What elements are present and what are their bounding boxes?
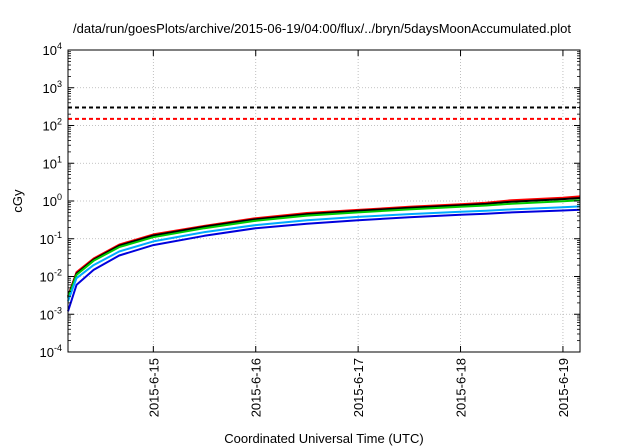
y-tick-label: 10-4	[40, 343, 62, 360]
y-tick-label: 100	[43, 192, 62, 209]
x-tick-label: 2015-6-16	[249, 358, 264, 417]
chart-title: /data/run/goesPlots/archive/2015-06-19/0…	[73, 21, 571, 36]
x-axis-label: Coordinated Universal Time (UTC)	[224, 431, 423, 446]
y-tick-label: 10-3	[40, 305, 62, 322]
y-tick-label: 10-2	[40, 268, 62, 285]
series-line	[67, 205, 581, 302]
y-tick-label: 102	[43, 117, 62, 134]
x-axis-ticks: 2015-6-15 2015-6-16 2015-6-17 2015-6-18 2015…	[146, 50, 571, 417]
y-tick-label: 10-1	[40, 230, 62, 247]
x-tick-label: 2015-6-15	[146, 358, 161, 417]
series-line	[67, 197, 581, 298]
x-tick-label: 2015-6-17	[351, 358, 366, 417]
y-axis-label: cGy	[10, 189, 25, 213]
y-tick-label: 104	[43, 41, 62, 58]
series-layer	[67, 195, 581, 312]
reference-lines	[68, 106, 580, 120]
series-line	[67, 199, 581, 299]
y-tick-label: 101	[43, 154, 62, 171]
series-line	[67, 195, 581, 297]
y-tick-label: 103	[43, 79, 62, 96]
series-line	[67, 208, 581, 312]
x-tick-label: 2015-6-19	[556, 358, 571, 417]
x-tick-label: 2015-6-18	[454, 358, 469, 417]
y-axis-ticks: 10-4 10-3 10-2 10-1 100 101 102 103 104	[40, 41, 580, 360]
